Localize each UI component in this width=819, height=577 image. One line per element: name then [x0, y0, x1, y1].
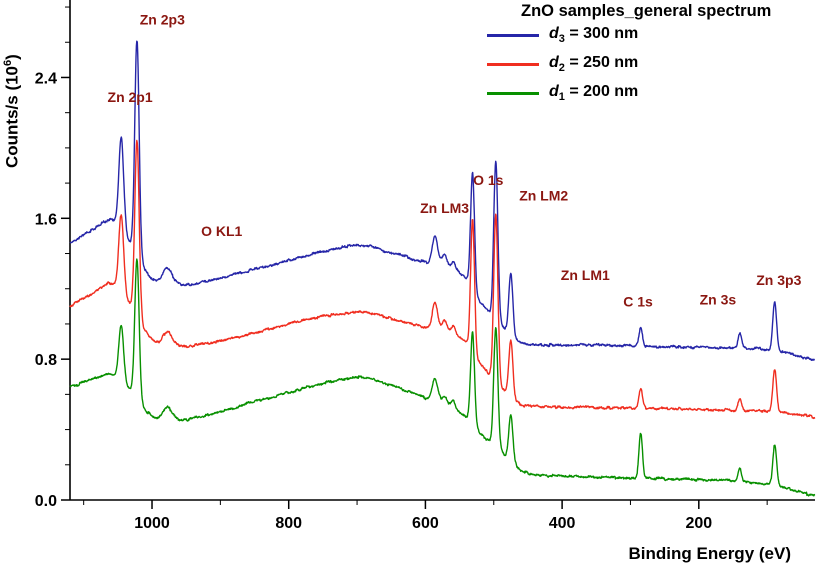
x-tick-label: 1000: [134, 515, 170, 532]
x-tick-label: 600: [412, 515, 439, 532]
peak-label: Zn 3p3: [756, 272, 801, 288]
series-line-2: [69, 139, 816, 420]
peak-label: Zn 2p3: [140, 12, 185, 28]
peak-label: O 1s: [473, 172, 504, 188]
peak-label: Zn 2p1: [108, 89, 153, 105]
legend-swatch-d1: [487, 92, 539, 95]
y-tick-label: 0.0: [35, 493, 57, 510]
series-line-1: [69, 258, 816, 497]
y-tick-label: 0.8: [35, 352, 57, 369]
y-tick-label: 2.4: [35, 70, 57, 87]
x-tick-label: 200: [685, 515, 712, 532]
legend-label-d2: d2 = 250 nm: [549, 54, 639, 75]
legend-item-d2: d2 = 250 nm: [487, 50, 813, 79]
x-tick-label: 400: [549, 515, 576, 532]
legend: ZnO samples_general spectrum d3 = 300 nm…: [487, 2, 813, 108]
legend-item-d1: d1 = 200 nm: [487, 79, 813, 108]
y-axis-label: Counts/s (106): [2, 54, 22, 168]
legend-label-d1: d1 = 200 nm: [549, 83, 639, 104]
legend-swatch-d2: [487, 63, 539, 66]
peak-label: Zn LM1: [561, 267, 610, 283]
x-tick-label: 800: [275, 515, 302, 532]
x-axis-label: Binding Energy (eV): [628, 544, 791, 563]
y-tick-label: 1.6: [35, 211, 57, 228]
legend-item-d3: d3 = 300 nm: [487, 21, 813, 50]
series-line-3: [69, 40, 816, 361]
legend-label-d3: d3 = 300 nm: [549, 25, 639, 46]
peak-label: O KL1: [201, 223, 242, 239]
peak-label: Zn 3s: [700, 292, 737, 308]
legend-title: ZnO samples_general spectrum: [521, 2, 772, 20]
peak-label: C 1s: [623, 293, 653, 309]
legend-swatch-d3: [487, 34, 539, 37]
peak-label: Zn LM3: [420, 200, 469, 216]
peak-label: Zn LM2: [519, 188, 568, 204]
